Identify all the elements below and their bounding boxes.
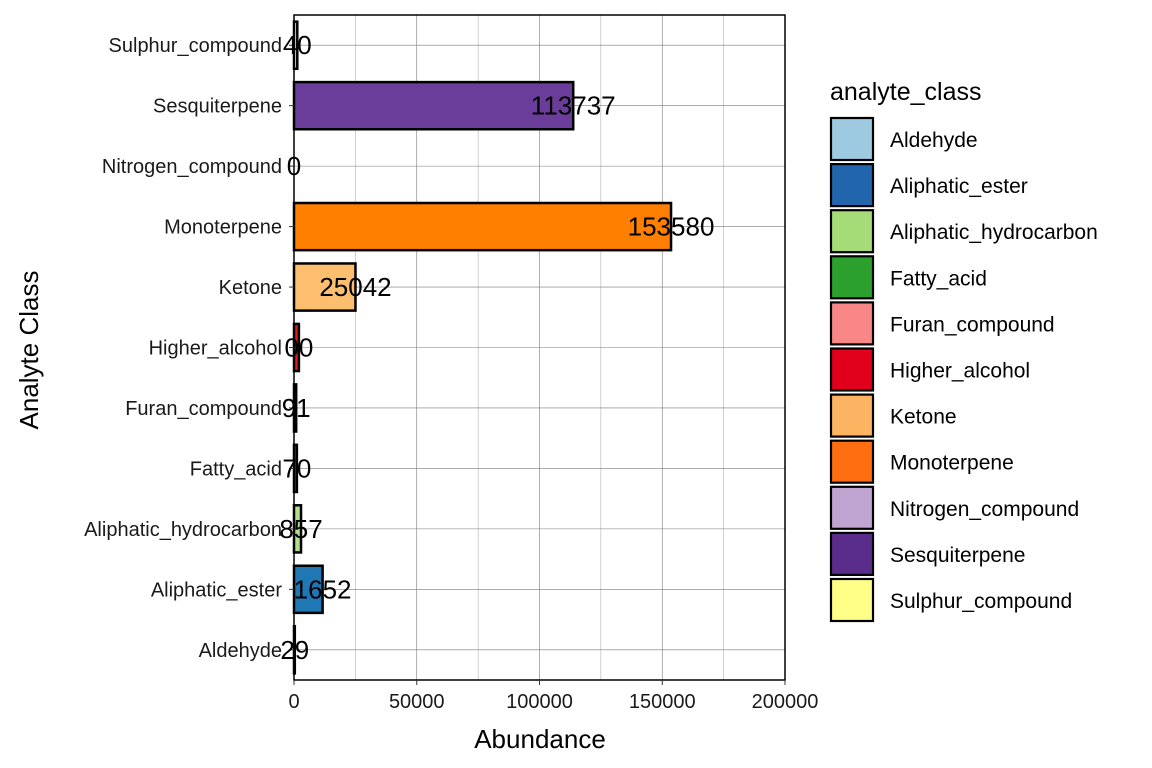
y-tick-label: Nitrogen_compound <box>102 156 282 178</box>
legend-item-label: Aliphatic_ester <box>890 175 1028 198</box>
y-tick-label: Aliphatic_ester <box>151 579 283 601</box>
y-tick-label: Aliphatic_hydrocarbon <box>84 519 282 541</box>
legend-item-label: Aldehyde <box>890 129 978 152</box>
data-label: 857 <box>279 514 322 544</box>
legend-swatch <box>829 531 875 577</box>
legend-swatch <box>829 347 875 392</box>
bars <box>292 20 673 675</box>
legend-item-label: Sulphur_compound <box>890 590 1072 613</box>
legend-item-label: Ketone <box>890 406 957 429</box>
data-label: 91 <box>282 393 311 423</box>
data-labels: 29 1652 857 70 91 00 25042 153580 0 113737 40 <box>279 30 714 665</box>
data-label: 70 <box>282 453 311 483</box>
y-tick-label: Higher_alcohol <box>149 338 282 360</box>
legend-item-label: Furan_compound <box>890 313 1055 336</box>
legend-title: analyte_class <box>830 78 981 106</box>
legend-item-label: Nitrogen_compound <box>890 498 1079 521</box>
data-label: 25042 <box>319 272 391 302</box>
legend-swatch <box>829 209 875 254</box>
x-tick-label: 0 <box>288 691 299 713</box>
y-tick-label: Ketone <box>219 277 282 299</box>
data-label: 0 <box>287 151 301 181</box>
legend-swatch <box>829 163 875 208</box>
x-tick-label: 50000 <box>389 691 445 713</box>
y-tick-labels: Aldehyde Aliphatic_ester Aliphatic_hydroca… <box>84 35 294 662</box>
legend-item-label: Sesquiterpene <box>890 544 1025 567</box>
x-axis-title: Abundance <box>474 724 606 754</box>
legend-item-label: Aliphatic_hydrocarbon <box>890 221 1098 244</box>
y-tick-label: Furan_compound <box>125 398 282 420</box>
legend-item-label: Higher_alcohol <box>890 360 1030 383</box>
x-tick-label: 150000 <box>629 691 696 713</box>
bar-ketone <box>292 262 357 312</box>
grid-lines <box>293 15 786 680</box>
data-label: 40 <box>283 30 312 60</box>
x-tick-label: 100000 <box>506 691 573 713</box>
legend-swatch <box>829 301 875 346</box>
legend-item-label: Fatty_acid <box>890 267 987 290</box>
data-label: 00 <box>284 333 313 363</box>
legend-swatch <box>829 116 875 162</box>
legend-item-label: Monoterpene <box>890 452 1014 475</box>
x-tick-label: 200000 <box>752 691 819 713</box>
data-label: 29 <box>280 635 309 665</box>
legend-swatch <box>829 485 875 530</box>
y-tick-label: Fatty_acid <box>190 458 282 480</box>
x-tick-labels: 0 50000 100000 150000 200000 <box>288 680 818 713</box>
y-tick-label: Aldehyde <box>199 640 282 662</box>
legend-swatch <box>829 577 875 623</box>
legend: analyte_class Aldehyde Aliphatic_ester Ali… <box>829 78 1098 623</box>
bar-monoterpene <box>292 201 673 252</box>
y-tick-label: Monoterpene <box>164 217 282 239</box>
legend-swatch <box>829 255 875 300</box>
legend-swatch <box>829 393 875 438</box>
data-label: 153580 <box>628 212 715 242</box>
data-label: 113737 <box>531 91 616 121</box>
y-tick-label: Sesquiterpene <box>153 96 282 118</box>
y-axis-title: Analyte Class <box>14 271 44 430</box>
data-label: 1652 <box>294 574 352 604</box>
y-tick-label: Sulphur_compound <box>109 35 282 57</box>
legend-swatch <box>829 439 875 484</box>
